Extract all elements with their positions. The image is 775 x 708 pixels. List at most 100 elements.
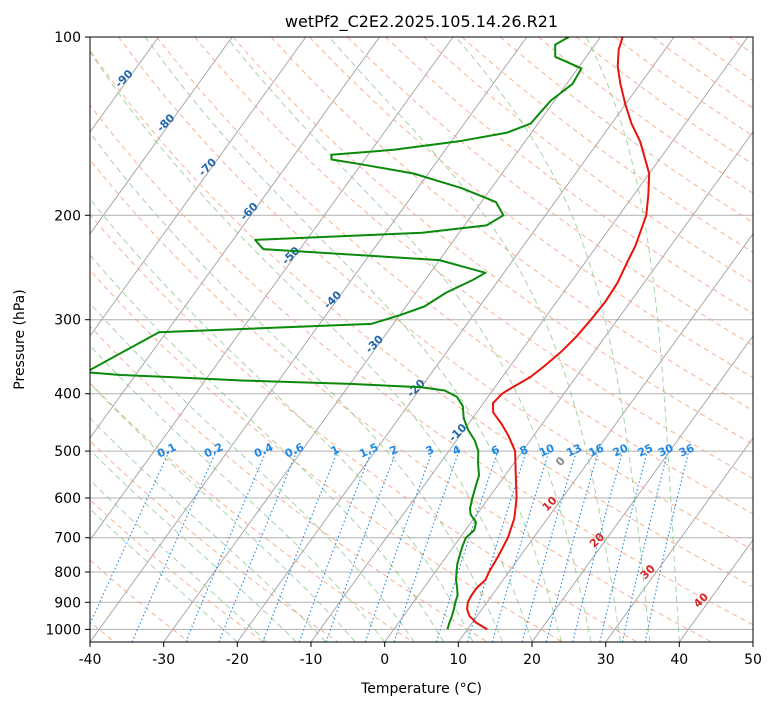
x-tick-label: 50 [744, 652, 762, 668]
mixing-ratio-label: 36 [677, 441, 697, 459]
mixing-ratio-line [435, 450, 499, 642]
y-tick-label: 600 [54, 491, 81, 507]
mixing-ratio-label: 30 [656, 441, 676, 459]
background-lines [90, 37, 753, 642]
mixing-ratio-line [572, 450, 624, 642]
x-tick-label: -30 [152, 652, 175, 668]
mixing-ratio-line [90, 450, 170, 626]
y-tick-label: 200 [54, 208, 81, 224]
isotherm-label: 10 [540, 494, 560, 514]
moist-adiabat [90, 344, 386, 642]
isotherm--50 [90, 37, 454, 541]
dry-adiabat [270, 37, 753, 412]
mixing-ratio-label: 1 [329, 443, 341, 458]
x-tick-label: -20 [226, 652, 249, 668]
isotherm-30 [605, 437, 753, 642]
y-tick-label: 1000 [45, 622, 81, 638]
mixing-ratio-label: 20 [611, 441, 631, 459]
dry-adiabat [347, 37, 753, 346]
isotherm--30 [163, 37, 601, 642]
mixing-ratio-line [298, 450, 372, 642]
moist-adiabat [90, 131, 503, 642]
chart-title: wetPf2_C2E2.2025.105.14.26.R21 [285, 12, 558, 32]
x-tick-label: 0 [380, 652, 389, 668]
moist-adiabat [90, 198, 474, 642]
dry-adiabat [90, 499, 264, 642]
mixing-ratio-line [218, 450, 298, 642]
x-tick-label: -10 [300, 652, 323, 668]
moist-adiabat [90, 254, 445, 642]
y-tick-label: 900 [54, 595, 81, 611]
dry-adiabat [232, 37, 753, 445]
isotherm--80 [90, 37, 233, 235]
dry-adiabat [90, 158, 712, 642]
dry-adiabat [90, 213, 638, 642]
moist-adiabat [455, 37, 651, 642]
mixing-ratio-line [491, 450, 550, 642]
temperature-trace [466, 37, 651, 631]
dry-adiabat [90, 49, 753, 588]
dry-adiabat [728, 37, 753, 55]
mixing-ratio-line [185, 450, 267, 642]
dry-adiabat [118, 37, 753, 551]
isotherm--60 [90, 37, 380, 439]
mixing-ratio-line [644, 450, 690, 642]
y-tick-label: 400 [54, 387, 81, 403]
moist-adiabat [90, 449, 297, 642]
mixing-ratio-label: 10 [537, 441, 557, 459]
mixing-ratio-line [466, 450, 527, 642]
dry-adiabat [90, 269, 563, 642]
moist-adiabat [585, 37, 680, 642]
isotherm-label: 20 [587, 530, 607, 550]
isotherm-label: -80 [154, 111, 177, 134]
y-tick-label: 500 [54, 444, 81, 460]
isotherm-40 [678, 539, 753, 642]
dry-adiabat [499, 37, 753, 224]
dry-adiabat [423, 37, 753, 284]
mixing-ratio-line [325, 450, 397, 642]
mixing-ratio-label: 6 [489, 443, 502, 458]
y-tick-label: 800 [54, 565, 81, 581]
plot-frame [89, 36, 754, 643]
x-tick-label: 40 [670, 652, 688, 668]
isotherm-label: -30 [363, 332, 386, 355]
dry-adiabat [90, 382, 414, 642]
dry-adiabat [309, 37, 753, 379]
isotherm--20 [236, 37, 675, 642]
dry-adiabat [156, 37, 753, 515]
mixing-ratio-label: 0.1 [155, 441, 178, 461]
dry-adiabat [385, 37, 753, 315]
y-ticks: 100 200 300 400 500 600 700 800 900 1000 [45, 30, 90, 638]
moist-adiabat [144, 37, 562, 642]
moist-adiabat [90, 51, 533, 642]
isotherm-20 [531, 335, 753, 642]
mixing-ratio-label: 0.2 [202, 441, 225, 461]
isotherm-0 [384, 131, 753, 642]
moist-adiabat [90, 382, 356, 642]
dry-adiabat [461, 37, 753, 253]
isotherm-label: -70 [196, 155, 219, 178]
mixing-ratio-line [599, 450, 649, 642]
y-tick-label: 700 [54, 531, 81, 547]
x-tick-label: 20 [523, 652, 541, 668]
mixing-ratio-line [545, 450, 600, 642]
isotherm--70 [90, 37, 307, 337]
x-tick-label: 30 [597, 652, 615, 668]
mixing-ratio-line [364, 450, 433, 642]
mixing-ratio-line [393, 450, 460, 642]
mixing-ratio-label: 25 [636, 441, 655, 459]
moist-adiabat [90, 508, 238, 642]
isotherm-label: -50 [279, 244, 302, 267]
moist-adiabat [90, 302, 415, 642]
isotherm--40 [90, 37, 528, 642]
isotherm-50 [752, 641, 753, 642]
dry-adiabat [537, 37, 753, 194]
x-axis-label: Temperature (°C) [360, 681, 482, 697]
mixing-ratio-label: 0.6 [283, 440, 306, 460]
moist-adiabat [226, 37, 592, 642]
dry-adiabat [90, 104, 753, 626]
isotherm-label: -40 [321, 288, 344, 311]
y-axis-label: Pressure (hPa) [12, 289, 28, 389]
mixing-ratio-label: 1.5 [357, 441, 380, 461]
